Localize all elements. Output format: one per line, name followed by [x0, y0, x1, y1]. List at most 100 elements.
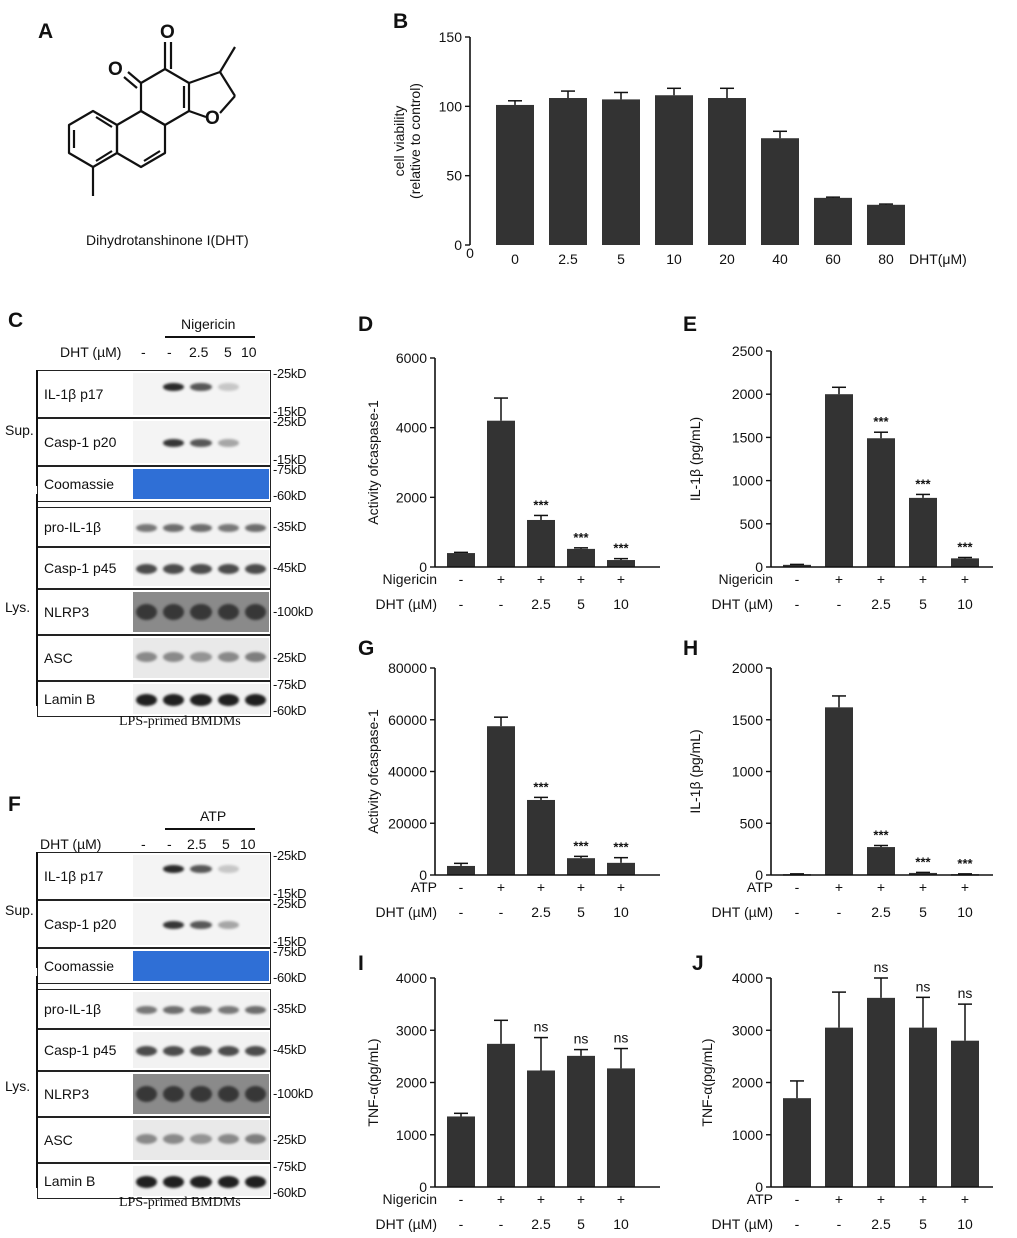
x-tick-label: 5 [617, 251, 625, 267]
bar-B-2 [602, 99, 640, 246]
kd-marker: -100kD [273, 604, 314, 619]
group-label-sup: Sup. [5, 422, 34, 438]
bar-H-1 [825, 707, 853, 875]
kd-marker: -60kD [273, 1185, 307, 1200]
condition-value: - [837, 1216, 842, 1232]
condition-value: 5 [577, 904, 585, 920]
blot-row-0: IL-1β p17 [37, 852, 271, 900]
blot-band [244, 1006, 266, 1014]
condition-row-label: ATP [747, 879, 773, 895]
y-axis-label: cell viability [391, 106, 407, 177]
blot-row-label: Casp-1 p45 [44, 1042, 117, 1058]
blot-row-label: Lamin B [44, 1173, 96, 1189]
treatment-label: Nigericin [181, 316, 236, 332]
blot-row-label: Lamin B [44, 691, 96, 707]
condition-value: 2.5 [871, 596, 891, 612]
kd-marker: -60kD [273, 970, 307, 985]
bar-J-1 [825, 1027, 853, 1187]
condition-row-label: DHT (µM) [712, 596, 773, 612]
group-label-sup: Sup. [5, 902, 34, 918]
blot-row-1: Casp-1 p20 [37, 900, 271, 948]
significance-label: ns [874, 959, 889, 975]
condition-value: 10 [613, 904, 629, 920]
condition-value: 2.5 [531, 596, 551, 612]
panel-label-j: J [692, 952, 704, 975]
significance-label: *** [613, 541, 629, 556]
y-tick-label: 2000 [396, 1075, 427, 1091]
condition-value: - [499, 596, 504, 612]
bar-G-1 [487, 726, 515, 875]
blot-row-5: NLRP3 [37, 1071, 271, 1117]
blot-strip [133, 550, 269, 586]
kd-marker: -45kD [273, 560, 307, 575]
panel-label-d: D [358, 313, 374, 336]
blot-band [217, 604, 239, 620]
significance-label: *** [573, 530, 589, 545]
blot-strip [133, 903, 269, 945]
blot-strip [133, 855, 269, 897]
y-tick-label: 80000 [388, 660, 427, 676]
blot-band [217, 383, 239, 391]
blot-band [190, 383, 212, 391]
blot-band [190, 921, 212, 929]
bar-I-3 [567, 1055, 595, 1187]
y-tick-label: 3000 [732, 1022, 763, 1038]
significance-label: *** [533, 779, 549, 794]
condition-value: + [961, 1191, 969, 1207]
y-tick-label: 3000 [396, 1022, 427, 1038]
condition-value: - [459, 904, 464, 920]
significance-label: ns [916, 978, 931, 994]
y-tick-label: 6000 [396, 350, 427, 366]
blot-row-3: pro-IL-1β [37, 989, 271, 1029]
condition-row-label: Nigericin [383, 571, 437, 587]
blot-band [244, 1134, 266, 1144]
condition-value: - [795, 1216, 800, 1232]
atom-o-3: O [205, 108, 220, 129]
condition-value: + [577, 571, 585, 587]
bar-E-4 [951, 558, 979, 567]
group-label-lys: Lys. [5, 1078, 31, 1094]
condition-value: + [497, 571, 505, 587]
blot-band [163, 604, 185, 620]
blot-band [163, 439, 185, 447]
significance-label: *** [533, 497, 549, 512]
condition-value: + [617, 1191, 625, 1207]
condition-row-label: DHT (µM) [376, 596, 437, 612]
blot-strip [133, 951, 269, 981]
y-tick-label: 2000 [732, 660, 763, 676]
condition-value: - [459, 571, 464, 587]
significance-label: ns [958, 985, 973, 1001]
panel-label-f: F [8, 793, 21, 816]
blot-strip [133, 992, 269, 1026]
blot-strip [133, 1074, 269, 1114]
bar-J-3 [909, 1027, 937, 1187]
x-axis-label: DHT(μM) [909, 251, 967, 267]
y-tick-label: 40000 [388, 764, 427, 780]
condition-value: + [497, 1191, 505, 1207]
bar-D-1 [487, 420, 515, 567]
blot-band [136, 1006, 158, 1014]
y-tick-label: 0 [755, 867, 763, 883]
blot-row-label: pro-IL-1β [44, 1001, 102, 1017]
panel-label-i: I [358, 952, 364, 975]
atom-o-1: O [108, 59, 123, 80]
bar-I-4 [607, 1068, 635, 1187]
blot-row-6: ASC [37, 1117, 271, 1163]
bar-D-3 [567, 548, 595, 567]
blot-band [217, 524, 239, 532]
dht-label: DHT (µM) [40, 836, 102, 852]
blot-row-label: Casp-1 p45 [44, 560, 117, 576]
group-bracket [36, 976, 38, 1188]
panel-label-c: C [8, 309, 24, 332]
bar-J-2 [867, 997, 895, 1187]
y-tick-label: 0 [755, 1179, 763, 1195]
condition-value: - [459, 596, 464, 612]
condition-row-label: ATP [747, 1191, 773, 1207]
condition-value: - [499, 1216, 504, 1232]
blot-band [244, 1046, 266, 1056]
condition-value: + [835, 571, 843, 587]
blot-band [136, 1086, 158, 1102]
blot-row-4: Casp-1 p45 [37, 1029, 271, 1071]
blot-band [136, 564, 158, 574]
y-axis-label: Activity ofcaspase-1 [365, 709, 381, 834]
